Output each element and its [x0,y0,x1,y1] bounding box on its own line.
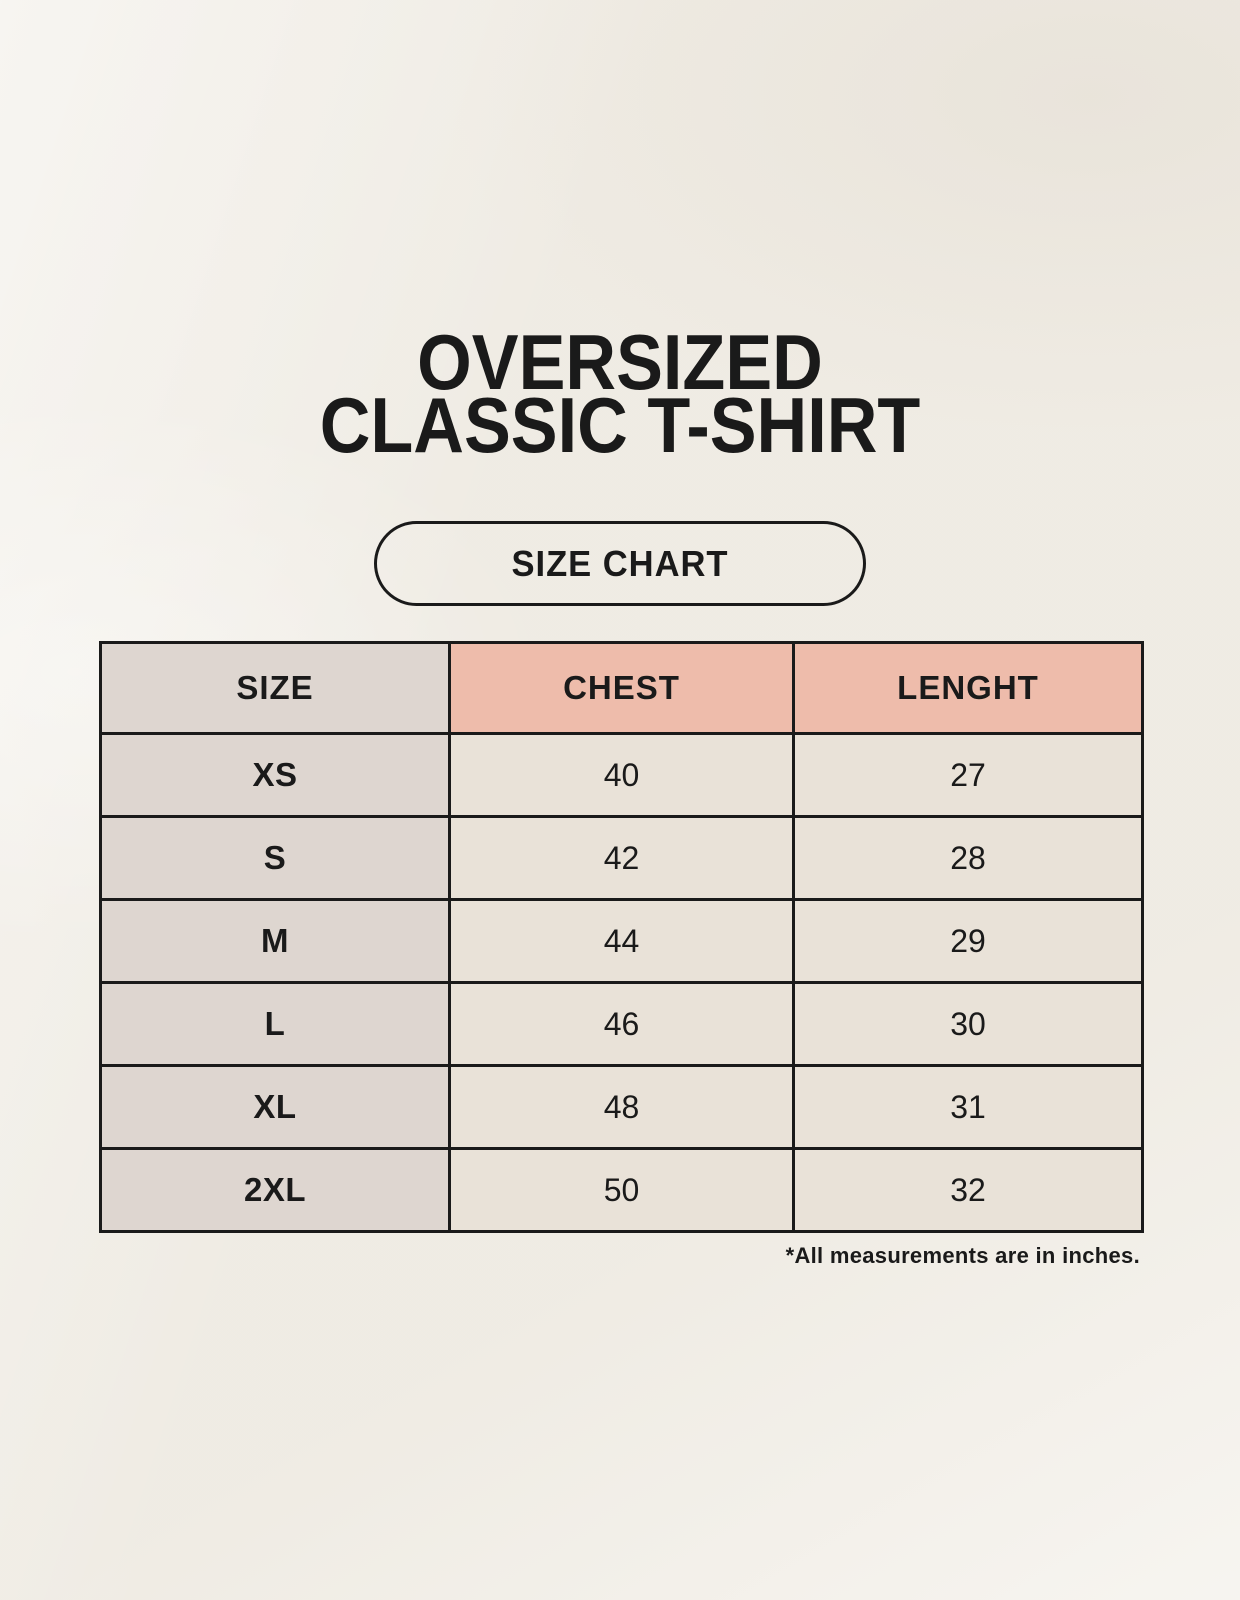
table-row: XL 48 31 [99,1064,1144,1150]
column-header-size: SIZE [99,641,451,735]
size-label: M [99,898,451,984]
table-row: 2XL 50 32 [99,1147,1144,1233]
size-table-header: SIZE CHEST LENGHT [99,641,1144,735]
column-header-lenght: LENGHT [792,641,1144,735]
chest-value: 46 [448,981,795,1067]
chest-value: 48 [448,1064,795,1150]
table-row: M 44 29 [99,898,1144,984]
chest-value: 44 [448,898,795,984]
size-label: 2XL [99,1147,451,1233]
size-chart-badge-label: SIZE CHART [511,542,729,584]
chest-value: 50 [448,1147,795,1233]
size-label: XL [99,1064,451,1150]
lenght-value: 28 [792,815,1144,901]
title-line-2: CLASSIC T-SHIRT [319,381,921,469]
table-row: L 46 30 [99,981,1144,1067]
lenght-value: 30 [792,981,1144,1067]
measurements-footnote: *All measurements are in inches. [785,1243,1140,1268]
lenght-value: 27 [792,732,1144,818]
size-label: S [99,815,451,901]
column-header-chest: CHEST [448,641,795,735]
chest-value: 42 [448,815,795,901]
chest-value: 40 [448,732,795,818]
lenght-value: 29 [792,898,1144,984]
size-table: SIZE CHEST LENGHT XS 40 27 S 42 28 M 44 29 L 46 30 X… [99,641,1144,1233]
size-label: L [99,981,451,1067]
lenght-value: 32 [792,1147,1144,1233]
table-row: XS 40 27 [99,732,1144,818]
size-table-body: XS 40 27 S 42 28 M 44 29 L 46 30 XL 48 31 2XL 50 32 [99,732,1144,1233]
size-chart-badge: SIZE CHART [374,521,866,606]
size-label: XS [99,732,451,818]
page-title: OVERSIZED CLASSIC T-SHIRT [62,323,1178,469]
table-row: S 42 28 [99,815,1144,901]
header-row: SIZE CHEST LENGHT [99,641,1144,735]
lenght-value: 31 [792,1064,1144,1150]
